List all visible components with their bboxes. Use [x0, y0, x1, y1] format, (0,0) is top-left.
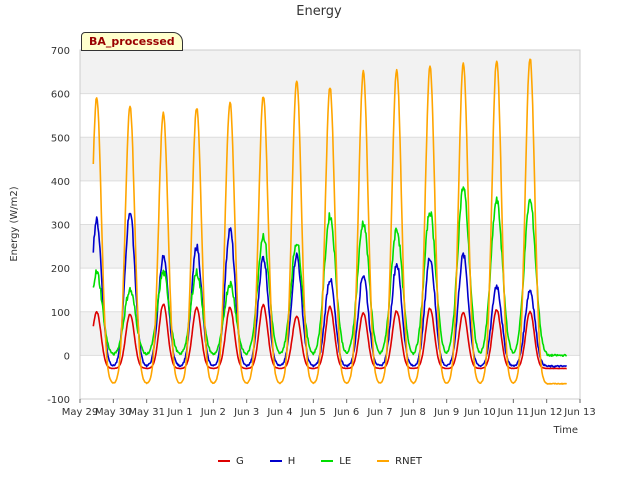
series-layer — [92, 58, 568, 385]
x-tick-label: Jun 1 — [166, 407, 192, 418]
x-tick-label: May 30 — [95, 407, 132, 418]
y-axis-label: Energy (W/m2) — [9, 186, 20, 261]
legend-item-le: LE — [321, 452, 351, 470]
y-tick-label: 500 — [51, 133, 70, 144]
legend-item-rnet: RNET — [377, 452, 422, 470]
plot-band — [80, 355, 580, 399]
chart-title: Energy — [296, 4, 342, 19]
x-tick-label: Jun 4 — [266, 407, 292, 418]
y-tick-label: -100 — [47, 395, 70, 406]
legend-swatch-g — [217, 460, 230, 462]
legend-swatch-h — [269, 460, 282, 462]
legend-label-h: H — [287, 455, 296, 467]
plot-band — [80, 93, 580, 138]
x-tick-label: Jun 7 — [366, 407, 392, 418]
x-tick-label: Jun 11 — [497, 407, 530, 418]
y-tick-label: 400 — [51, 177, 70, 188]
legend-label-le: LE — [339, 455, 352, 467]
y-tick-label: 200 — [51, 264, 70, 275]
x-tick-label: Jun 5 — [300, 407, 326, 418]
x-axis-label: Time — [553, 425, 578, 436]
x-tick-label: Jun 10 — [463, 407, 496, 418]
x-tick-label: May 29 — [62, 407, 99, 418]
plot-band — [80, 311, 580, 356]
y-tick-label: 0 — [64, 351, 70, 362]
y-tick-label: 700 — [51, 46, 70, 57]
legend-label-g: G — [235, 455, 244, 467]
legend-item-g: G — [217, 452, 244, 470]
x-tick-label: Jun 12 — [530, 407, 563, 418]
y-tick-label: 600 — [51, 90, 70, 101]
legend-label-rnet: RNET — [395, 455, 423, 467]
series-line-g — [92, 303, 567, 370]
x-tick-label: May 31 — [128, 407, 165, 418]
x-tick-label: Jun 3 — [233, 407, 259, 418]
x-tick-label: Jun 2 — [200, 407, 226, 418]
x-tick-label: Jun 8 — [400, 407, 426, 418]
legend-swatch-rnet — [377, 460, 390, 462]
legend-item-h: H — [269, 452, 296, 470]
processing-badge: BA_processed — [81, 32, 183, 51]
series-line-rnet — [92, 58, 567, 385]
y-tick-label: 100 — [51, 308, 70, 319]
plot-frame — [79, 49, 581, 400]
plot-band — [80, 224, 580, 269]
legend-swatch-le — [321, 460, 334, 462]
plot-band — [80, 137, 580, 181]
legend: G H LE RNET — [0, 452, 640, 470]
x-tick-label: Jun 9 — [433, 407, 459, 418]
x-tick-label: Jun 13 — [563, 407, 596, 418]
y-tick-label: 300 — [51, 221, 70, 232]
x-tick-label: Jun 6 — [333, 407, 359, 418]
plot-band — [80, 50, 580, 94]
